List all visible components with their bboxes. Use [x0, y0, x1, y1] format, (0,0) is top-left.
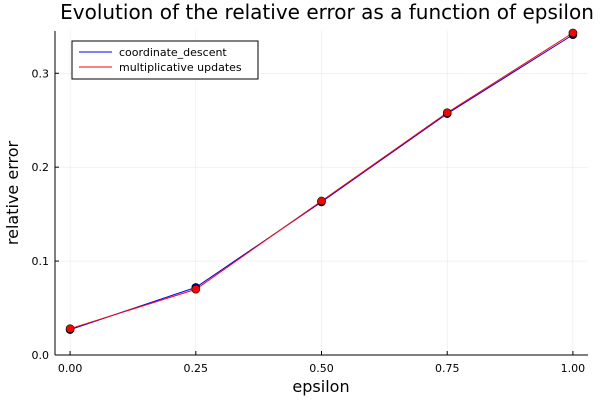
plot-area	[65, 28, 578, 334]
legend-label-1: multiplicative updates	[119, 61, 242, 74]
x-tick-label: 0.25	[184, 362, 209, 375]
y-tick-label: 0.3	[32, 67, 50, 80]
x-axis-label: epsilon	[292, 377, 349, 396]
chart-title: Evolution of the relative error as a fun…	[60, 0, 594, 24]
legend: coordinate_descent multiplicative updates	[71, 40, 259, 80]
x-tick-label: 0.75	[435, 362, 460, 375]
series-1-point	[191, 284, 201, 294]
grid	[55, 31, 588, 356]
series-1-point	[568, 28, 578, 38]
axes	[54, 31, 588, 356]
x-tick-label: 0.50	[309, 362, 334, 375]
series-1-point	[442, 108, 452, 118]
y-axis-label: relative error	[3, 140, 22, 245]
y-tick-label: 0.2	[32, 161, 50, 174]
legend-box	[71, 40, 259, 80]
series-1-point	[317, 196, 326, 206]
y-tick-label: 0.1	[32, 255, 50, 268]
series-1-point	[65, 324, 75, 334]
y-tick-labels: 0.0 0.1 0.2 0.3	[32, 67, 50, 362]
x-tick-labels: 0.00 0.25 0.50 0.75 1.00	[58, 362, 585, 375]
x-tick-label: 1.00	[561, 362, 586, 375]
y-tick-label: 0.0	[32, 349, 50, 362]
x-tick-label: 0.00	[58, 362, 83, 375]
legend-label-0: coordinate_descent	[119, 46, 227, 59]
